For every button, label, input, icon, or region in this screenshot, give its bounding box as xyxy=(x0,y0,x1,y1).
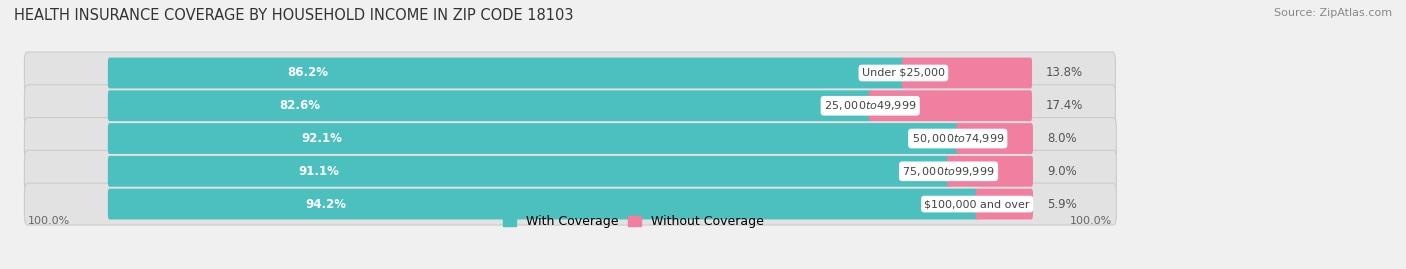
FancyBboxPatch shape xyxy=(108,58,905,89)
Legend: With Coverage, Without Coverage: With Coverage, Without Coverage xyxy=(498,210,769,233)
Text: Under $25,000: Under $25,000 xyxy=(862,68,945,78)
Text: Source: ZipAtlas.com: Source: ZipAtlas.com xyxy=(1274,8,1392,18)
Text: 9.0%: 9.0% xyxy=(1047,165,1077,178)
Text: 86.2%: 86.2% xyxy=(287,66,329,80)
FancyBboxPatch shape xyxy=(108,90,872,121)
Text: $50,000 to $74,999: $50,000 to $74,999 xyxy=(911,132,1004,145)
FancyBboxPatch shape xyxy=(108,189,979,220)
FancyBboxPatch shape xyxy=(24,150,1116,192)
FancyBboxPatch shape xyxy=(956,123,1033,154)
Text: $25,000 to $49,999: $25,000 to $49,999 xyxy=(824,99,917,112)
Text: 8.0%: 8.0% xyxy=(1047,132,1077,145)
Text: 82.6%: 82.6% xyxy=(280,99,321,112)
FancyBboxPatch shape xyxy=(869,90,1032,121)
FancyBboxPatch shape xyxy=(948,156,1033,187)
FancyBboxPatch shape xyxy=(24,52,1115,94)
Text: 100.0%: 100.0% xyxy=(1070,216,1112,226)
Text: 92.1%: 92.1% xyxy=(301,132,342,145)
Text: 17.4%: 17.4% xyxy=(1046,99,1083,112)
Text: 5.9%: 5.9% xyxy=(1047,197,1077,211)
Text: $75,000 to $99,999: $75,000 to $99,999 xyxy=(903,165,995,178)
Text: 91.1%: 91.1% xyxy=(298,165,340,178)
FancyBboxPatch shape xyxy=(901,58,1032,89)
FancyBboxPatch shape xyxy=(108,123,959,154)
FancyBboxPatch shape xyxy=(108,156,950,187)
Text: 100.0%: 100.0% xyxy=(28,216,70,226)
Text: 94.2%: 94.2% xyxy=(307,197,347,211)
FancyBboxPatch shape xyxy=(24,183,1116,225)
Text: 13.8%: 13.8% xyxy=(1046,66,1083,80)
Text: $100,000 and over: $100,000 and over xyxy=(924,199,1029,209)
FancyBboxPatch shape xyxy=(976,189,1033,220)
FancyBboxPatch shape xyxy=(24,85,1115,127)
FancyBboxPatch shape xyxy=(24,118,1116,160)
Text: HEALTH INSURANCE COVERAGE BY HOUSEHOLD INCOME IN ZIP CODE 18103: HEALTH INSURANCE COVERAGE BY HOUSEHOLD I… xyxy=(14,8,574,23)
